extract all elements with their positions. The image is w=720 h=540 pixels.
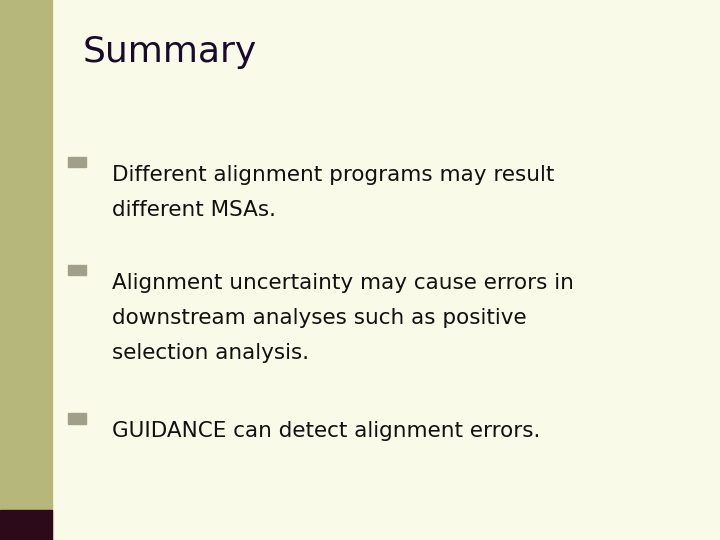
Text: different MSAs.: different MSAs. (112, 200, 276, 220)
Bar (0, 0, 52, 540)
Bar (68, 413, 86, 424)
Text: Different alignment programs may result: Different alignment programs may result (112, 165, 554, 185)
Text: Alignment uncertainty may cause errors in: Alignment uncertainty may cause errors i… (112, 273, 573, 293)
Bar (0, 510, 52, 540)
Text: GUIDANCE can detect alignment errors.: GUIDANCE can detect alignment errors. (112, 421, 540, 441)
Text: Summary: Summary (83, 35, 257, 69)
Bar (68, 157, 86, 167)
Text: downstream analyses such as positive: downstream analyses such as positive (112, 308, 526, 328)
Text: selection analysis.: selection analysis. (112, 343, 309, 363)
Bar (68, 265, 86, 275)
